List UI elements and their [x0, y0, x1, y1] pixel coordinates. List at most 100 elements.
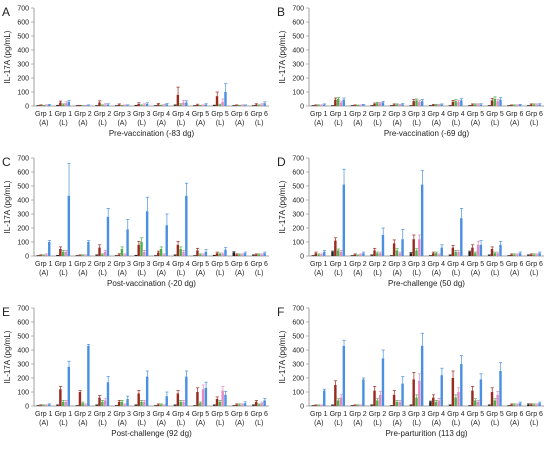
x-tick-label: Grp 5 [467, 261, 485, 268]
x-tick-label: Grp 5 [486, 411, 504, 418]
x-tick-label: (L) [491, 120, 500, 127]
bar [140, 242, 143, 256]
bar [199, 254, 202, 256]
bar [510, 404, 513, 406]
bar [176, 393, 180, 406]
bar [373, 390, 376, 406]
x-tick-label: Grp 2 [369, 111, 387, 118]
bar [381, 358, 385, 406]
y-tick-label: 700 [17, 156, 29, 163]
bar [179, 249, 182, 256]
bar [499, 244, 502, 256]
y-axis-label: IL-17A (pg/mL) [278, 330, 287, 383]
bar [362, 104, 365, 106]
bar [317, 105, 320, 106]
x-tick-label: (L) [373, 120, 382, 127]
y-tick-label: 500 [292, 184, 304, 191]
y-tick-label: 200 [17, 376, 29, 383]
x-tick-label: (A) [510, 420, 519, 427]
bar [67, 195, 71, 256]
bar [252, 255, 255, 256]
bar [490, 249, 494, 256]
bar [196, 392, 199, 406]
x-tick-label: (A) [235, 120, 244, 127]
bar [474, 104, 477, 106]
x-tick-label: (A) [78, 120, 87, 127]
y-tick-label: 0 [300, 404, 304, 411]
bar [323, 390, 326, 406]
y-tick-label: 500 [17, 34, 29, 41]
bar [126, 399, 129, 406]
panel-label: B [277, 5, 285, 19]
y-tick-label: 300 [17, 212, 29, 219]
bar [527, 255, 530, 256]
bar [185, 376, 188, 406]
bar [342, 345, 346, 406]
bar [145, 376, 149, 406]
x-tick-label: (A) [314, 270, 323, 277]
x-tick-label: (L) [137, 120, 146, 127]
bar [243, 105, 247, 106]
bar [140, 105, 143, 106]
bar [437, 254, 441, 256]
bar [499, 371, 502, 406]
bar [395, 104, 399, 106]
bar [196, 104, 199, 106]
bar [101, 105, 104, 106]
x-axis-label: Pre-vaccination (-69 dg) [384, 129, 470, 138]
bar [243, 253, 247, 256]
y-tick-label: 200 [292, 376, 304, 383]
y-tick-label: 100 [17, 90, 29, 97]
bar [101, 401, 104, 406]
panel-label: E [2, 305, 10, 319]
x-tick-label: (L) [412, 120, 421, 127]
bar [353, 405, 357, 406]
bar [221, 390, 224, 406]
bar [215, 399, 219, 406]
bar [182, 251, 185, 256]
bar [370, 405, 373, 406]
x-tick-label: (L) [216, 420, 225, 427]
bar [235, 404, 238, 406]
x-tick-label: Grp 4 [447, 411, 465, 418]
bar [84, 404, 87, 406]
bar [179, 401, 182, 406]
bar [376, 253, 379, 256]
bar [48, 104, 51, 106]
x-tick-label: Grp 6 [525, 111, 543, 118]
x-tick-label: Grp 5 [192, 411, 210, 418]
bar [460, 100, 463, 106]
x-tick-label: Grp 2 [349, 111, 367, 118]
bar [143, 251, 146, 256]
bar [263, 103, 266, 106]
bar [532, 254, 536, 256]
x-tick-label: Grp 5 [486, 111, 504, 118]
x-tick-label: Grp 4 [153, 111, 171, 118]
x-axis-label: Post-challenge (92 dg) [111, 429, 192, 438]
bar [176, 244, 180, 256]
bar [532, 404, 536, 406]
bar [471, 247, 474, 256]
bar [157, 104, 160, 106]
bar [162, 254, 166, 256]
x-tick-label: Grp 1 [330, 111, 348, 118]
bar [471, 104, 474, 106]
bar [221, 101, 224, 106]
bar [238, 404, 241, 406]
bar [252, 405, 255, 406]
bar [398, 401, 401, 406]
bar [224, 394, 227, 406]
y-tick-label: 500 [17, 334, 29, 341]
x-tick-label: Grp 3 [388, 411, 406, 418]
bar [392, 104, 396, 106]
x-tick-label: (L) [255, 420, 264, 427]
bar [420, 184, 424, 256]
y-tick-label: 400 [17, 348, 29, 355]
y-tick-label: 0 [25, 404, 29, 411]
y-tick-label: 600 [17, 320, 29, 327]
bar [45, 254, 48, 256]
x-tick-label: Grp 3 [408, 111, 426, 118]
bar [432, 104, 435, 106]
bar [376, 400, 379, 406]
bar [320, 405, 323, 406]
